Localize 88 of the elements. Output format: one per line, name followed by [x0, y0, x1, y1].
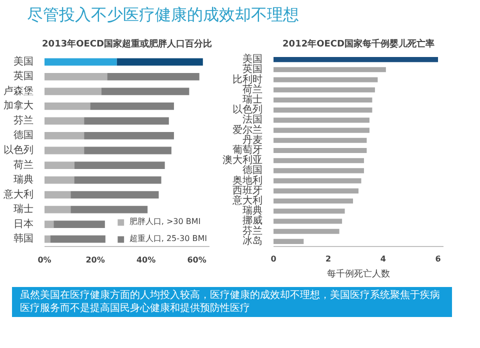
text: 虽然美国在医疗健康方面的人均投入较高，医疗健康的成效却不理想，美国医疗系统聚焦于疾病医疗服务而不是提高国民身心健康和提供预防性医疗	[20, 289, 441, 315]
bar	[274, 168, 364, 174]
x-tick-label: 4	[380, 254, 386, 264]
bar	[274, 238, 304, 244]
bar	[44, 102, 90, 110]
bar	[274, 128, 370, 133]
y-tick-label: 荷兰	[242, 83, 262, 96]
y-tick-label: 比利时	[232, 73, 262, 86]
y-tick-label: 瑞典	[14, 174, 34, 186]
y-tick-label: 丹麦	[242, 134, 262, 146]
y-tick-label: 德国	[14, 130, 34, 142]
x-tick-label: 20%	[86, 256, 105, 264]
bar	[274, 118, 370, 123]
bar	[70, 191, 159, 198]
y-tick-label: 爱尔兰	[232, 124, 262, 136]
bar	[274, 228, 340, 234]
y-tick-label: 挪威	[242, 214, 262, 227]
bar	[84, 146, 172, 154]
y-tick-label: 英国	[14, 70, 34, 82]
bar	[101, 88, 190, 96]
bar	[44, 58, 117, 66]
x-tick-label: 60%	[187, 256, 206, 264]
y-tick-label: 瑞士	[242, 93, 262, 106]
bar	[44, 162, 74, 169]
y-tick-label: 以色列	[4, 144, 34, 156]
legend-label: 肥胖人口, >30 BMI	[129, 216, 201, 227]
y-tick-label: 荷兰	[14, 158, 34, 171]
bar	[274, 67, 386, 72]
bar	[274, 188, 358, 194]
y-tick-label: 英国	[242, 63, 262, 76]
y-tick-label: 德国	[242, 165, 262, 176]
bar	[274, 77, 378, 82]
bar	[44, 132, 84, 140]
bar	[44, 88, 102, 96]
bar	[274, 57, 438, 62]
bar	[44, 72, 108, 80]
bar	[70, 206, 148, 214]
bar	[50, 235, 106, 243]
x-tick-label: 6	[435, 254, 442, 264]
bar	[274, 218, 342, 224]
bar	[44, 146, 84, 154]
bar	[74, 176, 162, 184]
bar	[90, 102, 174, 110]
y-tick-label: 法国	[242, 114, 262, 126]
legend-label: 超重人口, 25-30 BMI	[129, 233, 207, 244]
bar	[116, 58, 203, 66]
bar	[84, 132, 174, 140]
y-tick-label: 奥地利	[232, 174, 262, 186]
bar	[54, 220, 105, 228]
y-tick-label: 芬兰	[242, 224, 262, 237]
bar	[107, 72, 200, 80]
y-tick-label: 冰岛	[242, 234, 262, 247]
y-tick-label: 瑞士	[14, 203, 34, 216]
y-tick-label: 卢森堡	[4, 84, 34, 97]
x-tick-label: 0	[270, 254, 277, 264]
y-tick-label: 澳大利亚	[222, 154, 262, 166]
bar	[274, 138, 367, 143]
bar	[274, 87, 375, 92]
bar	[44, 206, 71, 214]
bar	[44, 117, 84, 125]
x-tick-label: 40%	[136, 256, 156, 264]
chart-title: 2012年OECD国家每千例婴儿死亡率	[282, 38, 434, 50]
bar	[274, 178, 362, 184]
y-tick-label: 芬兰	[14, 114, 34, 126]
x-axis-title: 每千例死亡人数	[327, 268, 390, 280]
bar	[274, 97, 372, 102]
bar	[274, 198, 354, 204]
chart-title: 2013年OECD国家超重或肥胖人口百分比	[42, 38, 212, 50]
bar	[274, 208, 345, 214]
x-tick-label: 0%	[38, 256, 52, 264]
bar	[74, 162, 165, 169]
bar	[274, 108, 372, 113]
y-tick-label: 日本	[14, 218, 34, 230]
bar	[44, 176, 74, 184]
bar	[44, 191, 71, 198]
y-tick-label: 加拿大	[4, 100, 34, 112]
y-tick-label: 葡萄牙	[232, 144, 262, 156]
y-tick-label: 韩国	[14, 232, 34, 245]
bar	[274, 148, 367, 154]
y-tick-label: 美国	[14, 55, 34, 68]
bar	[84, 117, 169, 125]
bar	[44, 235, 50, 243]
y-tick-label: 西班牙	[232, 184, 262, 196]
x-tick-label: 2	[326, 254, 332, 264]
y-tick-label: 意大利	[2, 188, 34, 200]
bar	[274, 158, 364, 164]
text: 尽管投入不少医疗健康的成效却不理想	[27, 5, 299, 25]
bar	[44, 220, 54, 228]
